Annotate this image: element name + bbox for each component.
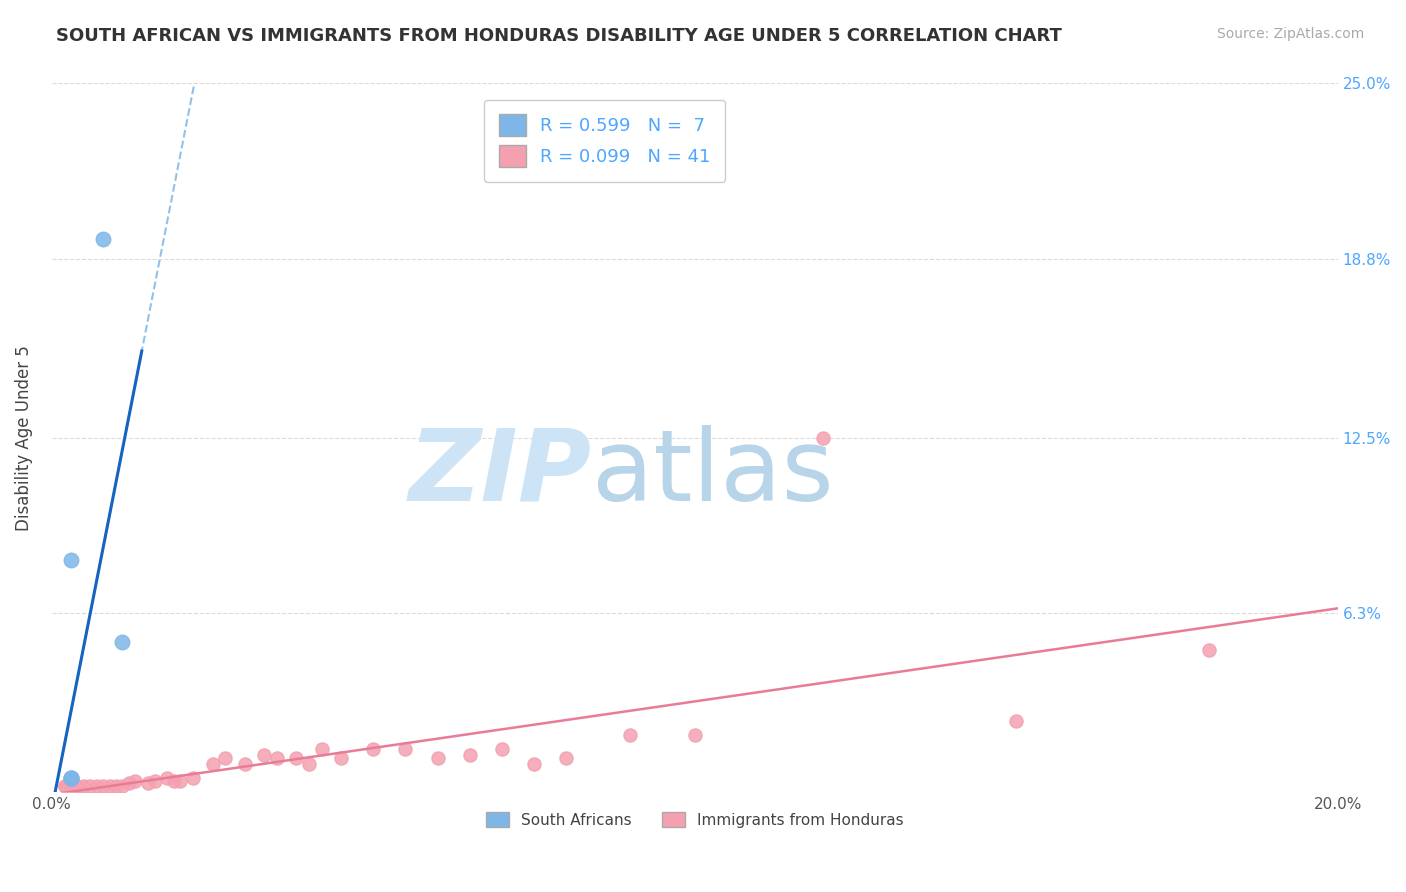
Text: atlas: atlas (592, 425, 834, 522)
Point (91, 779, 114, 793)
Point (169, 773, 191, 788)
Point (181, 771, 204, 785)
Point (111, 634, 134, 648)
Legend: South Africans, Immigrants from Honduras: South Africans, Immigrants from Honduras (479, 805, 910, 834)
Point (813, 431, 835, 445)
Point (86, 779, 108, 793)
Text: ZIP: ZIP (409, 425, 592, 522)
Point (523, 756, 546, 771)
Point (105, 779, 128, 793)
Point (619, 728, 641, 742)
Point (1198, 643, 1220, 657)
Y-axis label: Disability Age Under 5: Disability Age Under 5 (15, 345, 32, 531)
Point (143, 773, 166, 788)
Point (361, 742, 384, 756)
Point (233, 756, 256, 771)
Point (201, 756, 224, 771)
Point (60, 779, 83, 793)
Point (458, 748, 481, 763)
Point (111, 779, 134, 793)
Point (118, 776, 141, 790)
Point (60, 771, 83, 785)
Point (60, 552, 83, 566)
Point (163, 773, 186, 788)
Point (60, 771, 83, 785)
Point (394, 742, 416, 756)
Point (426, 751, 449, 765)
Point (136, 776, 159, 790)
Point (98, 779, 121, 793)
Point (73, 779, 96, 793)
Point (53, 779, 76, 793)
Point (79, 779, 101, 793)
Text: Source: ZipAtlas.com: Source: ZipAtlas.com (1216, 27, 1364, 41)
Point (53, 779, 76, 793)
Point (285, 751, 308, 765)
Point (311, 742, 333, 756)
Text: SOUTH AFRICAN VS IMMIGRANTS FROM HONDURAS DISABILITY AGE UNDER 5 CORRELATION CHA: SOUTH AFRICAN VS IMMIGRANTS FROM HONDURA… (56, 27, 1062, 45)
Point (60, 771, 83, 785)
Point (683, 728, 706, 742)
Point (91, 232, 114, 246)
Point (555, 751, 578, 765)
Point (1005, 714, 1028, 728)
Point (124, 773, 146, 788)
Point (214, 751, 236, 765)
Point (330, 751, 353, 765)
Point (253, 748, 276, 763)
Point (66, 779, 89, 793)
Point (266, 751, 288, 765)
Point (60, 771, 83, 785)
Point (156, 771, 179, 785)
Point (298, 756, 321, 771)
Point (491, 742, 513, 756)
Point (66, 779, 89, 793)
